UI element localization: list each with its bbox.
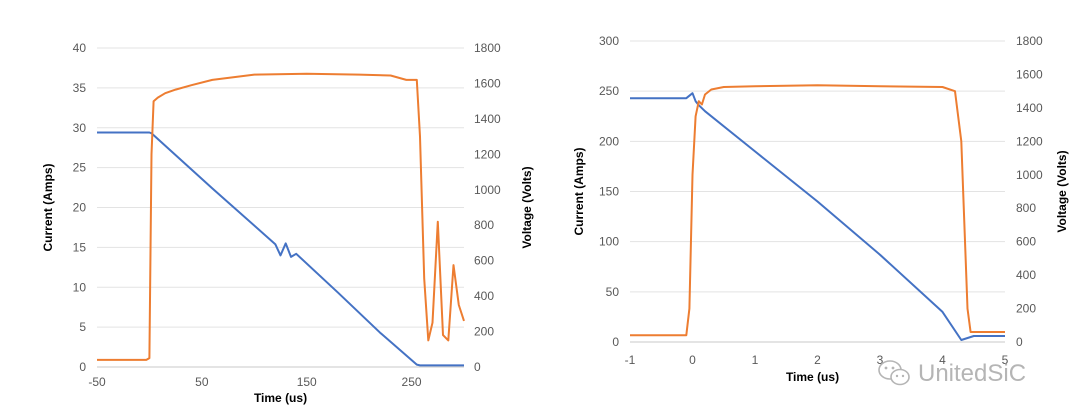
y2-tick-label: 1800 — [1016, 34, 1043, 48]
y2-tick-label: 1200 — [1016, 134, 1043, 148]
y-tick-label: 0 — [612, 335, 619, 349]
y-tick-label: 15 — [73, 240, 87, 254]
y-tick-label: 200 — [599, 134, 619, 148]
y-tick-label: 20 — [73, 201, 87, 215]
y-tick-label: 10 — [73, 280, 87, 294]
y2-tick-label: 1400 — [474, 112, 501, 126]
y-tick-label: 40 — [73, 41, 87, 55]
x-tick-label: 250 — [402, 375, 422, 389]
current-series-line — [97, 131, 464, 367]
chart-panel-right: 0501001502002503000200400600800100012001… — [572, 34, 1069, 384]
y2-tick-label: 1600 — [474, 76, 501, 90]
wechat-logo-icon — [878, 360, 910, 386]
y2-tick-label: 1000 — [474, 183, 501, 197]
y-tick-label: 100 — [599, 235, 619, 249]
y2-tick-label: 800 — [474, 218, 494, 232]
y2-tick-label: 0 — [1016, 335, 1023, 349]
voltage-series-line — [97, 72, 465, 361]
x-axis-title: Time (us) — [254, 391, 307, 405]
x-tick-label: 150 — [297, 375, 317, 389]
y-tick-label: 35 — [73, 81, 87, 95]
x-tick-label: -1 — [625, 353, 636, 367]
current-series-line — [630, 92, 1005, 341]
y-axis-title: Current (Amps) — [41, 163, 55, 251]
y2-tick-label: 200 — [1016, 302, 1036, 316]
x-tick-label: 5 — [1002, 353, 1009, 367]
y2-tick-label: 1200 — [474, 147, 501, 161]
y-tick-label: 300 — [599, 34, 619, 48]
x-axis-title: Time (us) — [786, 370, 839, 384]
x-tick-label: 50 — [195, 375, 209, 389]
y-tick-label: 150 — [599, 185, 619, 199]
x-tick-label: 4 — [939, 353, 946, 367]
y2-axis-title: Voltage (Volts) — [520, 166, 534, 248]
y2-tick-label: 400 — [474, 289, 494, 303]
y2-tick-label: 1600 — [1016, 67, 1043, 81]
y2-tick-label: 200 — [474, 325, 494, 339]
y2-tick-label: 600 — [1016, 235, 1036, 249]
y-tick-label: 5 — [79, 320, 86, 334]
y2-tick-label: 800 — [1016, 201, 1036, 215]
x-tick-label: 3 — [877, 353, 884, 367]
y2-tick-label: 600 — [474, 254, 494, 268]
x-tick-label: 1 — [752, 353, 759, 367]
y-tick-label: 25 — [73, 161, 87, 175]
chart-panel-left: 0510152025303540020040060080010001200140… — [41, 41, 534, 405]
y-tick-label: 30 — [73, 121, 87, 135]
y2-tick-label: 1400 — [1016, 101, 1043, 115]
y-axis-title: Current (Amps) — [572, 147, 586, 235]
y-tick-label: 50 — [606, 285, 620, 299]
watermark: UnitedSiC — [878, 360, 1026, 387]
y2-tick-label: 0 — [474, 360, 481, 374]
y-tick-label: 0 — [79, 360, 86, 374]
y2-axis-title: Voltage (Volts) — [1055, 150, 1069, 232]
x-tick-label: 2 — [814, 353, 821, 367]
watermark-text: UnitedSiC — [918, 360, 1026, 387]
y-tick-label: 250 — [599, 84, 619, 98]
y2-tick-label: 1800 — [474, 41, 501, 55]
voltage-series-line — [630, 84, 1005, 337]
x-tick-label: 0 — [689, 353, 696, 367]
y2-tick-label: 1000 — [1016, 168, 1043, 182]
x-tick-label: -50 — [88, 375, 106, 389]
y2-tick-label: 400 — [1016, 268, 1036, 282]
